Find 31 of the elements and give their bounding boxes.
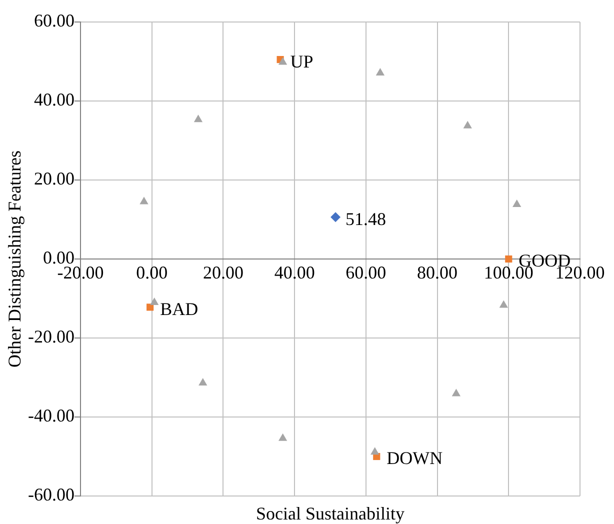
y-tick-label: 20.00: [34, 168, 74, 189]
point: [194, 114, 203, 122]
point: [278, 57, 288, 65]
point: [463, 120, 472, 128]
point: [150, 297, 159, 305]
point: [278, 433, 288, 441]
point: [505, 255, 512, 263]
point: [376, 68, 385, 76]
data-label: UP: [290, 51, 314, 72]
y-axis-title: Other Distinguishing Features: [4, 150, 25, 368]
point: [499, 300, 508, 308]
x-tick-label: 80.00: [417, 262, 458, 283]
point: [452, 388, 461, 396]
x-axis-title: Social Sustainability: [256, 504, 404, 524]
y-tick-label: -20.00: [28, 326, 74, 347]
point: [140, 196, 148, 204]
y-tick-label: -60.00: [28, 484, 74, 505]
point: [370, 447, 380, 455]
point: [198, 378, 208, 386]
x-tick-label: 40.00: [274, 262, 315, 283]
x-tick-label: 0.00: [136, 262, 168, 283]
y-tick-label: -40.00: [28, 406, 74, 426]
x-tick-label: 20.00: [202, 262, 244, 283]
x-tick-label: 60.00: [346, 262, 386, 283]
data-label: BAD: [160, 298, 198, 319]
data-label: DOWN: [386, 448, 443, 468]
point: [330, 212, 341, 222]
y-tick-label: 60.00: [34, 10, 74, 31]
point: [512, 199, 522, 207]
y-tick-label: 40.00: [34, 90, 74, 110]
annotation: 51.48: [346, 208, 386, 229]
